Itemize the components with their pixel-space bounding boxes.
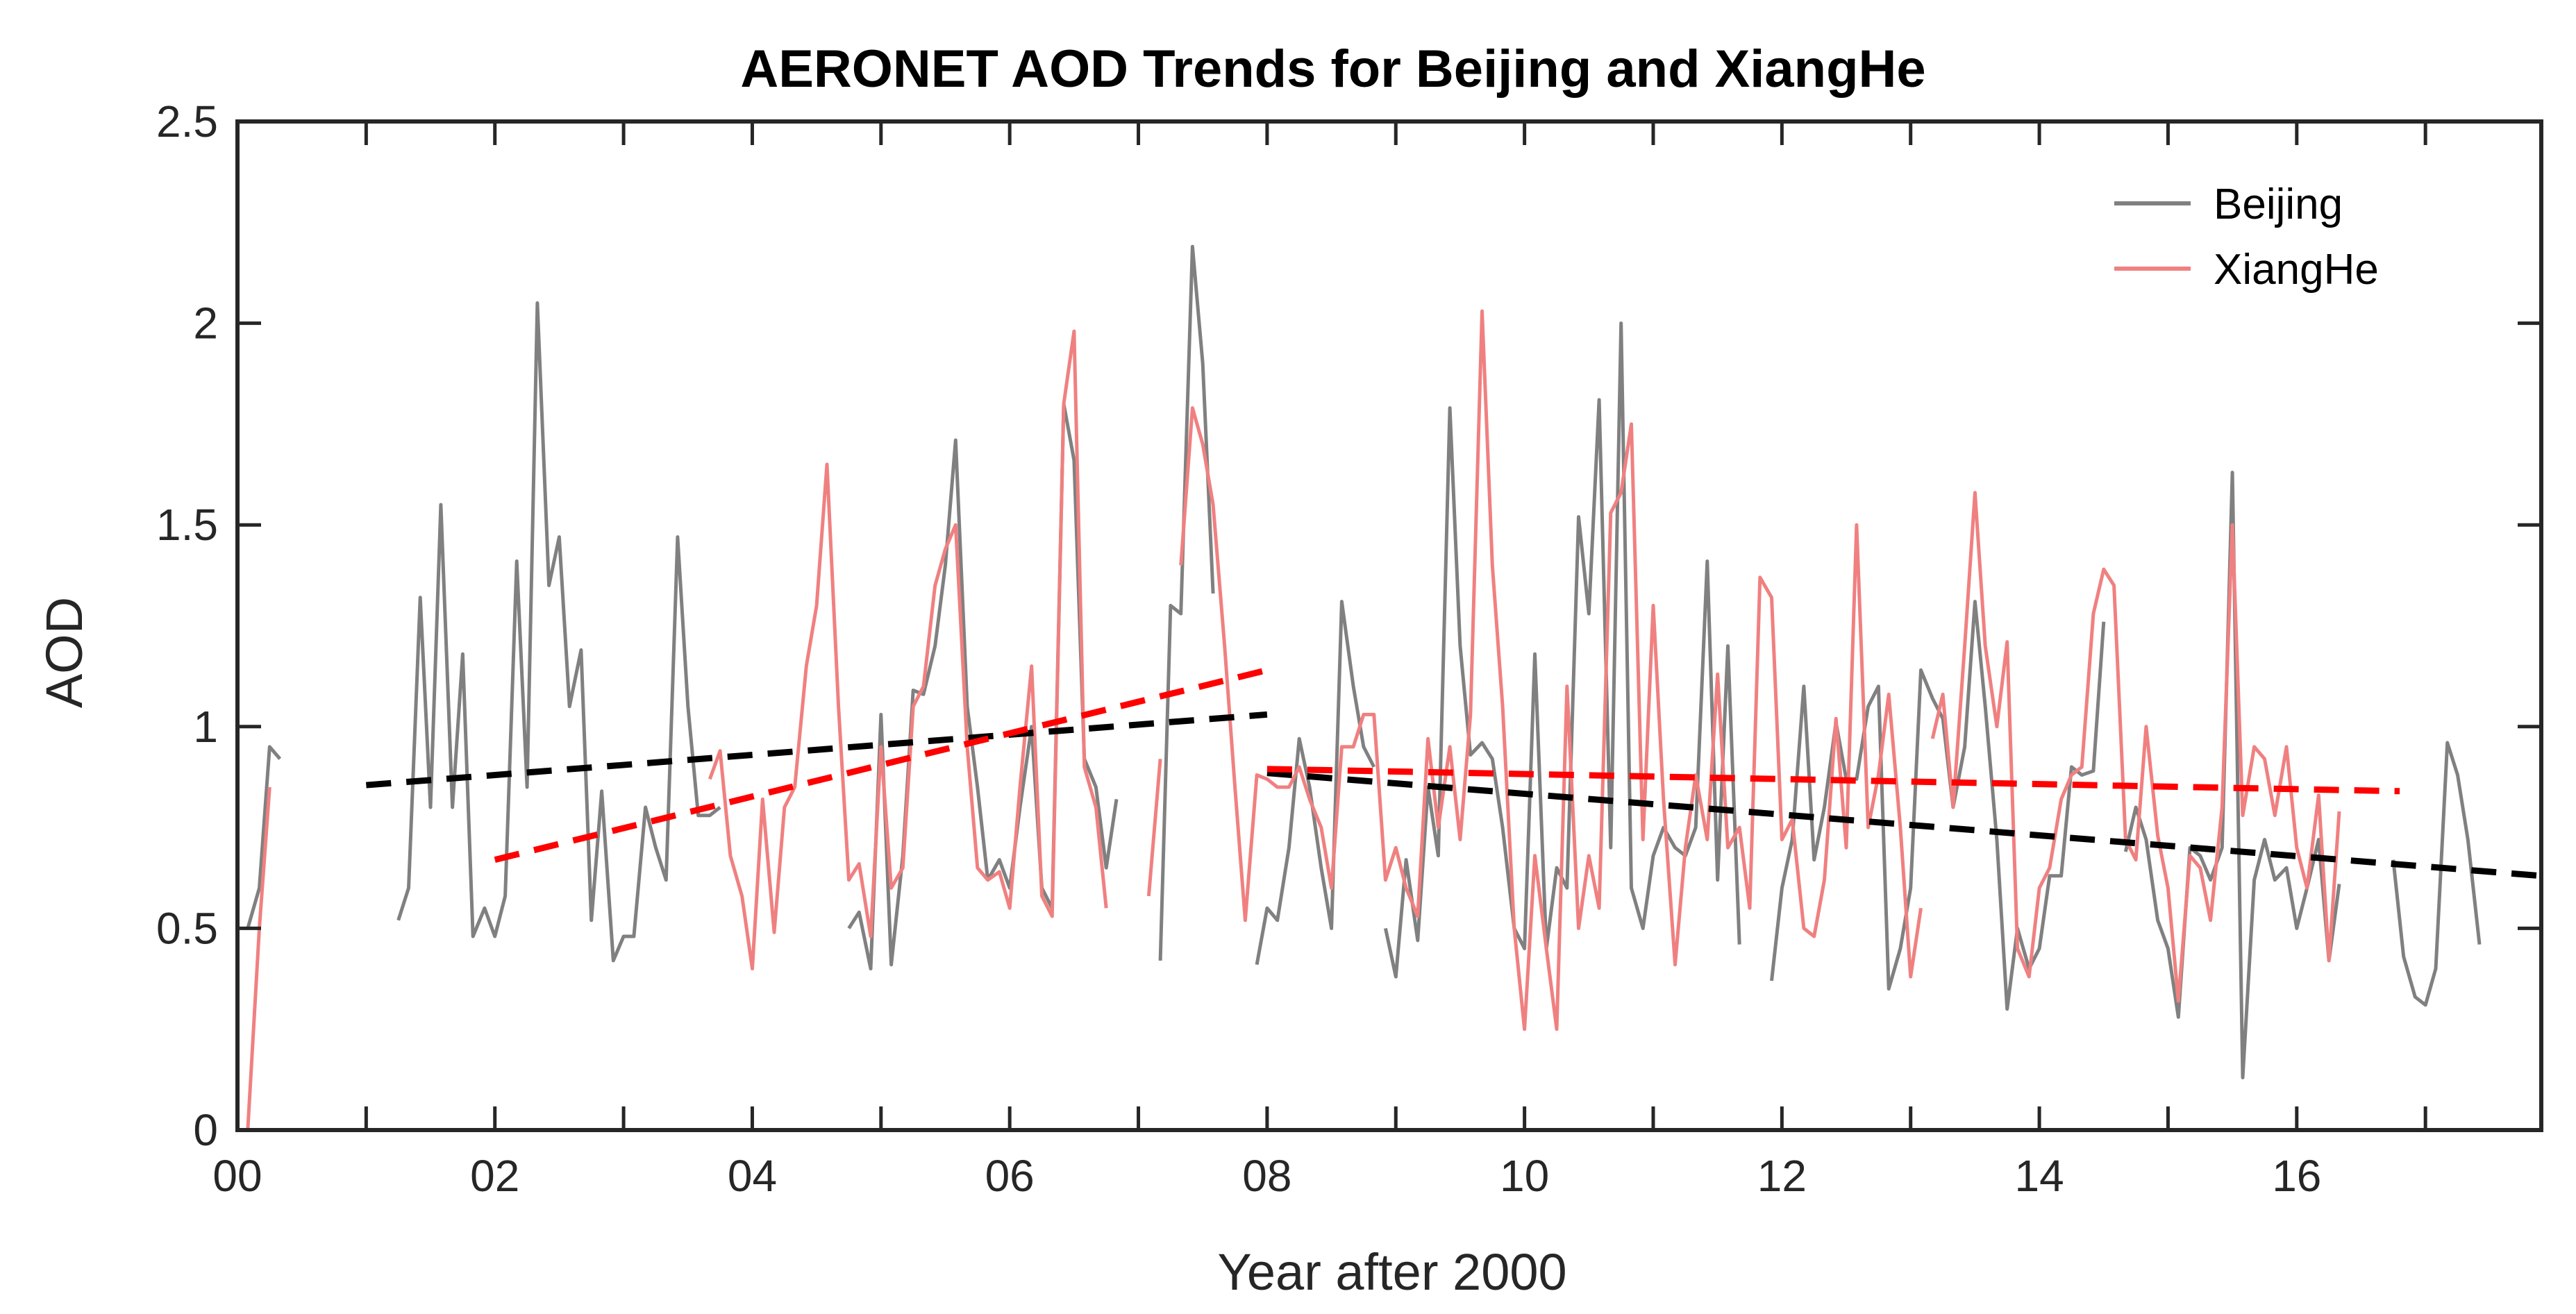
y-axis-label: AOD — [35, 597, 93, 708]
legend: Beijing XiangHe — [2114, 180, 2379, 294]
series-line-beijing-2 — [847, 402, 1119, 970]
x-tick-label-02: 02 — [470, 1151, 519, 1201]
x-axis-label: Year after 2000 — [1217, 1243, 1566, 1301]
series-line-xianghe-1 — [708, 329, 1108, 970]
series-line-beijing-3 — [1158, 244, 1215, 961]
series-line-xianghe-4 — [1930, 491, 2341, 1003]
chart-title: AERONET AOD Trends for Beijing and Xiang… — [740, 40, 1925, 99]
y-tick-label-0: 0 — [193, 1105, 218, 1155]
plot-frame — [235, 119, 2543, 1132]
series-line-xianghe-3 — [1179, 309, 1923, 1031]
axes-layer: 00 02 04 06 08 10 12 14 16 0 0.5 1 1.5 2 2.5 — [156, 96, 2543, 1201]
series-line-xianghe-2 — [1146, 759, 1162, 897]
x-tick-label-12: 12 — [1757, 1151, 1807, 1201]
x-tick-label-16: 16 — [2272, 1151, 2321, 1201]
legend-label-xianghe: XiangHe — [2214, 246, 2379, 294]
x-tick-label-10: 10 — [1500, 1151, 1549, 1201]
series-line-beijing-6 — [1770, 600, 2106, 1011]
data-layer — [237, 244, 2482, 1132]
trend-line-0 — [366, 711, 1268, 789]
x-tick-label-08: 08 — [1242, 1151, 1291, 1201]
x-tick-label-14: 14 — [2014, 1151, 2064, 1201]
x-tick-label-04: 04 — [728, 1151, 777, 1201]
y-tick-label-2: 2 — [193, 298, 218, 348]
y-tick-label-1: 1 — [193, 702, 218, 752]
legend-label-beijing: Beijing — [2214, 180, 2343, 228]
trend-layer — [366, 667, 2542, 879]
trend-line-2 — [494, 667, 1268, 863]
y-tick-label-0.5: 0.5 — [156, 903, 218, 953]
series-line-beijing-8 — [2391, 741, 2482, 1007]
series-line-beijing-1 — [396, 301, 721, 963]
series-line-beijing-4 — [1255, 600, 1376, 966]
trend-line-3 — [1266, 766, 2400, 795]
x-tick-label-00: 00 — [212, 1151, 262, 1201]
series-line-beijing-0 — [246, 745, 282, 929]
series-xianghe — [237, 309, 2341, 1132]
trend-line-1 — [1266, 770, 2542, 879]
series-line-beijing-7 — [2123, 471, 2341, 1079]
y-tick-label-1.5: 1.5 — [156, 500, 218, 550]
x-tick-label-06: 06 — [985, 1151, 1035, 1201]
y-tick-label-2.5: 2.5 — [156, 96, 218, 146]
